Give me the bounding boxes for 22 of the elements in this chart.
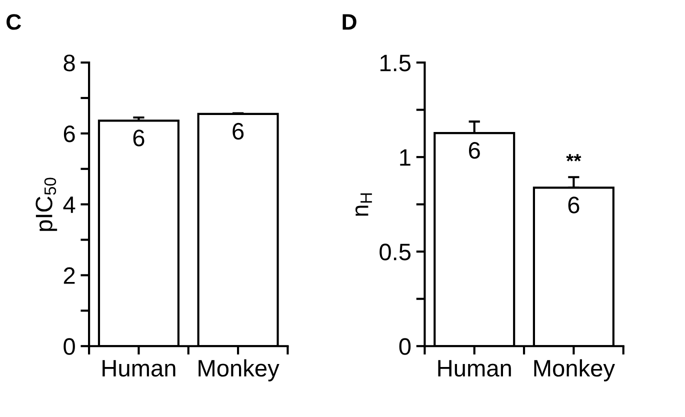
y-tick-label: 8 — [64, 54, 75, 72]
annotation: 6 — [568, 196, 580, 214]
x-tick-label: Monkey — [534, 359, 615, 382]
y-axis-title: n$_{H}$ — [355, 193, 372, 216]
annotation: 6 — [468, 142, 480, 159]
chart-title: D — [342, 14, 356, 30]
x-tick-label: Monkey — [198, 359, 280, 382]
y-tick-label: 6 — [64, 126, 75, 142]
y-tick-label: 1.5 — [380, 54, 411, 72]
x-tick-label: Human — [102, 360, 176, 377]
y-axis-title: pIC$_{50}$ — [36, 178, 58, 231]
annotation: 6 — [232, 122, 244, 140]
y-tick-label: 4 — [63, 196, 76, 213]
annotation: 6 — [133, 130, 144, 146]
y-tick-label: 1 — [400, 149, 410, 166]
y-tick-label: 2 — [64, 267, 75, 284]
y-tick-label: 0.5 — [380, 244, 411, 260]
x-tick-label: Human — [438, 360, 511, 377]
annotation: ** — [566, 154, 582, 162]
chart-title: C — [6, 14, 22, 30]
y-tick-label: 0 — [64, 338, 75, 355]
y-tick-label: 0 — [399, 338, 411, 355]
